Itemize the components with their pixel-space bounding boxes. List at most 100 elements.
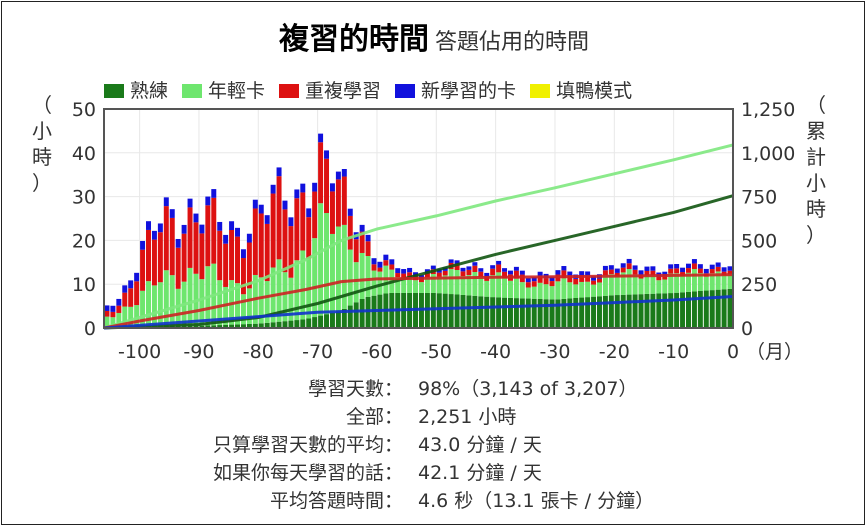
bar-segment: [567, 271, 573, 276]
legend-swatch: [104, 84, 124, 98]
review-time-chart: -100 -90 -80 -70 -60 -50 -40 -30 -20 -10 001020304…: [32, 93, 826, 363]
axis-ticks: -100 -90 -80 -70 -60 -50 -40 -30 -20 -10 001020304…: [72, 99, 796, 363]
bar-segment: [638, 278, 644, 295]
bar-segment: [371, 270, 377, 296]
bar-segment: [294, 198, 300, 261]
bar-segment: [122, 285, 128, 293]
legend-label: 年輕卡: [208, 80, 266, 102]
bar-segment: [727, 274, 733, 289]
bar-segment: [537, 275, 543, 283]
bar-segment: [478, 276, 484, 297]
bar-segment: [644, 275, 650, 294]
bar-segment: [567, 275, 573, 283]
bar-segment: [252, 208, 258, 275]
bar-segment: [561, 298, 567, 328]
bar-segment: [288, 217, 294, 227]
bar-segment: [436, 272, 442, 277]
bar-segment: [181, 224, 187, 234]
bar-segment: [478, 271, 484, 277]
bar-segment: [211, 197, 217, 264]
bar-segment: [418, 282, 424, 293]
bar-segment: [472, 262, 478, 266]
cumulative-line: [103, 273, 734, 330]
bar-segment: [709, 273, 715, 291]
y-right-tick-label: 750: [741, 187, 777, 209]
bar-segment: [312, 191, 318, 239]
x-tick-label: -90: [183, 341, 214, 363]
bar-segment: [270, 322, 276, 328]
bar-segment: [531, 277, 537, 282]
bar-segment: [686, 272, 691, 292]
bar-segment: [691, 259, 697, 264]
bar-segment: [163, 270, 169, 327]
y-left-tick-label: 0: [84, 318, 96, 340]
bar-segment: [424, 277, 430, 293]
bar-segment: [246, 242, 252, 289]
bar-segment: [525, 278, 531, 283]
bar-segment: [608, 269, 614, 275]
bar-segment: [193, 213, 199, 223]
bar-segment: [531, 281, 537, 287]
bar-segment: [157, 282, 163, 327]
bar-segment: [519, 298, 525, 328]
bar-segment: [614, 276, 620, 296]
bar-segment: [484, 296, 490, 328]
bar-segment: [686, 291, 691, 328]
bar-segment: [507, 297, 513, 328]
bar-segment: [602, 295, 608, 328]
bar-segment: [484, 272, 490, 277]
bar-segment: [312, 238, 318, 318]
stat-value: 4.6 秒（13.1 張卡 / 分鐘）: [418, 490, 655, 512]
bar-segment: [579, 275, 585, 282]
bar-segment: [383, 254, 389, 261]
bar-segment: [335, 226, 341, 312]
bar-segment: [591, 296, 597, 328]
bar-segment: [460, 276, 466, 295]
y-left-tick-label: 20: [72, 230, 96, 252]
bar-segment: [513, 278, 519, 299]
bar-segment: [608, 274, 614, 296]
bar-segment: [496, 264, 502, 273]
bar-segment: [240, 324, 246, 328]
bar-segment: [353, 302, 359, 328]
bar-segment: [110, 305, 116, 312]
bar-segment: [442, 270, 448, 276]
bar-segment: [270, 193, 276, 268]
bar-segment: [235, 227, 240, 237]
bar-segment: [513, 270, 519, 279]
bar-segment: [656, 276, 662, 281]
bar-segment: [282, 272, 288, 322]
x-unit-label: （月）: [746, 341, 803, 363]
bar-segment: [401, 269, 407, 274]
bar-segment: [662, 293, 668, 328]
bar-segment: [460, 294, 466, 328]
stat-value: 98%（3,143 of 3,207）: [418, 378, 638, 400]
y-right-tick-label: 1,250: [741, 99, 795, 121]
x-tick-label: -50: [421, 341, 452, 363]
bar-segment: [193, 222, 199, 274]
legend-label: 熟練: [130, 80, 169, 102]
bar-segment: [668, 273, 674, 294]
bar-segment: [217, 325, 223, 328]
bar-segment: [454, 260, 460, 264]
bar-segment: [353, 262, 359, 303]
bar-segment: [151, 285, 157, 327]
bar-segment: [318, 142, 324, 204]
bar-segment: [193, 325, 199, 328]
y-left-label: （小時）: [32, 93, 52, 195]
cumulative-line: [103, 194, 734, 330]
bar-segment: [377, 261, 383, 268]
bar-segment: [703, 290, 709, 328]
bar-segment: [496, 297, 502, 328]
stat-label: 只算學習天數的平均：: [212, 434, 403, 456]
bar-segment: [240, 294, 246, 325]
legend-label: 新學習的卡: [421, 80, 517, 102]
bar-segment: [496, 260, 502, 265]
bar-segment: [691, 291, 697, 328]
bar-segment: [614, 268, 620, 273]
bar-segment: [383, 260, 389, 266]
bar-segment: [448, 269, 454, 295]
bar-segment: [549, 276, 555, 282]
y-right-tick-label: 500: [741, 230, 777, 252]
x-tick-label: -10: [658, 341, 689, 363]
